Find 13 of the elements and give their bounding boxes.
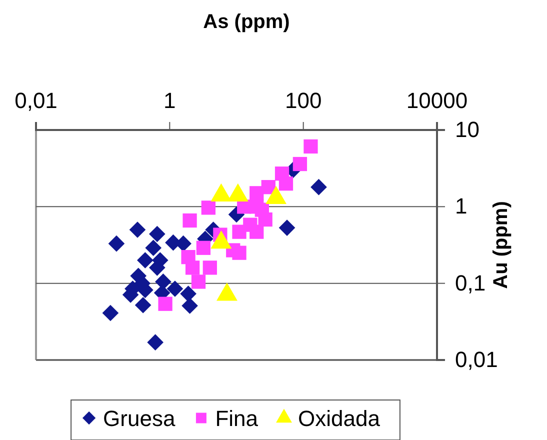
x-tick-label: 1	[164, 88, 176, 113]
y-tick-label: 0,01	[455, 347, 498, 372]
legend-label: Fina	[215, 406, 259, 431]
y-tick-label: 10	[455, 117, 480, 142]
y-tick-label: 1	[455, 194, 468, 219]
y-axis-title: Au (ppm)	[490, 201, 512, 289]
legend-label: Gruesa	[103, 406, 176, 431]
y-tick-label: 0,1	[455, 270, 486, 296]
legend-label: Oxidada	[298, 406, 381, 431]
x-tick-label: 0,01	[14, 88, 58, 113]
x-axis-title: As (ppm)	[203, 11, 290, 33]
x-tick-label: 10000	[406, 88, 468, 113]
x-tick-label: 100	[284, 88, 322, 113]
